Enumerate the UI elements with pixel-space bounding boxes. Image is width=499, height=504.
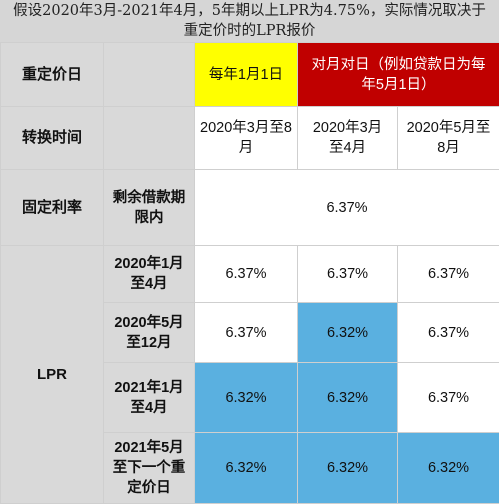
row-reprice-date: 重定价日 每年1月1日 对月对日（例如贷款日为每 年5月1日）	[0, 42, 499, 107]
fixed-rate-value: 6.37%	[194, 169, 499, 246]
title-line-1: 假设2020年3月-2021年4月，5年期以上LPR为4.75%，实际情况取决于	[13, 3, 486, 19]
convert-col3-line-1: 2020年5月至	[406, 120, 491, 136]
title-line-2: 重定价时的LPR报价	[183, 23, 316, 39]
convert-col2-line-1: 2020年3月	[312, 120, 383, 136]
period-line-1: 2021年1月	[114, 379, 184, 396]
page-title: 假设2020年3月-2021年4月，5年期以上LPR为4.75%，实际情况取决于…	[0, 0, 499, 42]
reprice-date-label: 重定价日	[0, 42, 104, 107]
lpr-period: 2020年1月 至4月	[103, 245, 195, 303]
period-line-1: 2021年5月	[114, 440, 184, 456]
lpr-label: LPR	[0, 245, 104, 504]
lpr-period: 2021年1月 至4月	[103, 362, 195, 433]
lpr-value: 6.37%	[194, 245, 298, 303]
reprice-option-jan1: 每年1月1日	[194, 42, 298, 107]
anniversary-line-2: 年5月1日）	[361, 76, 436, 93]
convert-time-label: 转换时间	[0, 106, 104, 170]
period-line-3: 定价日	[127, 480, 171, 496]
lpr-value: 6.37%	[397, 302, 499, 363]
lpr-row: 2020年5月 至12月 6.37% 6.32% 6.37%	[1, 302, 499, 363]
period-line-1: 2020年1月	[114, 256, 184, 272]
row-convert-time: 转换时间 2020年3月至8 月 2020年3月 至4月 2020年5月至 8月	[0, 106, 499, 170]
lpr-value: 6.37%	[397, 245, 499, 303]
lpr-value: 6.37%	[194, 302, 298, 363]
lpr-value: 6.32%	[297, 302, 398, 363]
lpr-period: 2021年5月 至下一个重 定价日	[103, 432, 195, 504]
lpr-value: 6.32%	[194, 362, 298, 433]
empty-cell	[103, 106, 195, 170]
fixed-term-line-2: 限内	[134, 209, 164, 226]
period-line-2: 至4月	[130, 399, 168, 416]
row-fixed-rate: 固定利率 剩余借款期 限内 6.37%	[0, 169, 499, 246]
period-line-2: 至12月	[126, 334, 172, 351]
convert-col2-line-2: 至4月	[328, 140, 367, 156]
lpr-value: 6.32%	[194, 432, 298, 504]
convert-col3-line-2: 8月	[437, 140, 460, 156]
convert-time-col2: 2020年3月 至4月	[297, 106, 398, 170]
lpr-value: 6.37%	[297, 245, 398, 303]
period-line-2: 至下一个重	[112, 460, 186, 476]
reprice-option-anniversary: 对月对日（例如贷款日为每 年5月1日）	[297, 42, 499, 107]
fixed-rate-term: 剩余借款期 限内	[103, 169, 195, 246]
lpr-value: 6.32%	[297, 362, 398, 433]
lpr-value: 6.32%	[297, 432, 398, 504]
convert-col1-line-1: 2020年3月至8	[200, 120, 292, 136]
lpr-row: 2021年1月 至4月 6.32% 6.32% 6.37%	[1, 362, 499, 433]
empty-cell	[103, 42, 195, 107]
lpr-value: 6.32%	[397, 432, 499, 504]
lpr-row: 2021年5月 至下一个重 定价日 6.32% 6.32% 6.32%	[1, 432, 499, 504]
convert-col1-line-2: 月	[238, 140, 254, 156]
period-line-2: 至4月	[130, 276, 168, 292]
convert-time-col3: 2020年5月至 8月	[397, 106, 499, 170]
rate-table: 重定价日 每年1月1日 对月对日（例如贷款日为每 年5月1日） 转换时间 202…	[0, 42, 499, 504]
lpr-period: 2020年5月 至12月	[103, 302, 195, 363]
fixed-term-line-1: 剩余借款期	[112, 189, 186, 206]
convert-time-col1: 2020年3月至8 月	[194, 106, 298, 170]
fixed-rate-label: 固定利率	[0, 169, 104, 246]
anniversary-line-1: 对月对日（例如贷款日为每	[311, 56, 486, 73]
lpr-row: LPR 2020年1月 至4月 6.37% 6.37% 6.37%	[0, 245, 499, 504]
lpr-value: 6.37%	[397, 362, 499, 433]
period-line-1: 2020年5月	[114, 314, 184, 331]
